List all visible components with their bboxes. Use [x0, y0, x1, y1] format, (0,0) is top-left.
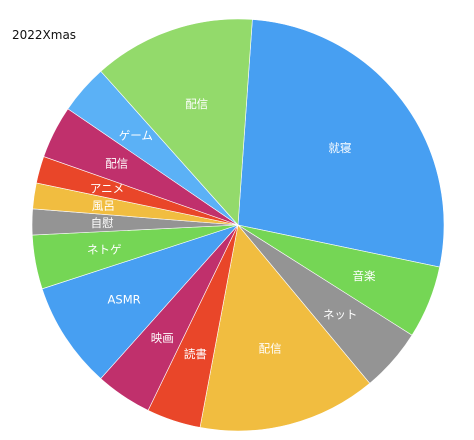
pie-slice: [100, 18, 253, 226]
pie-slice: [199, 224, 371, 432]
slice-label: 就寝: [328, 141, 351, 155]
slice-label: ゲーム: [119, 128, 153, 142]
slice-label: 配信: [185, 97, 208, 111]
slice-label: ネット: [323, 308, 358, 322]
slice-label: ネトゲ: [87, 243, 122, 257]
pie-slice: [41, 224, 239, 380]
chart-title: 2022Xmas: [12, 28, 77, 42]
slice-label: アニメ: [90, 181, 124, 195]
slice-label: 風呂: [92, 199, 115, 213]
slice-label: 音楽: [353, 269, 376, 283]
slice-label: 映画: [151, 331, 174, 345]
slice-label: ASMR: [108, 292, 141, 306]
slice-label: 配信: [105, 157, 128, 171]
slice-label: 自慰: [91, 216, 114, 230]
slice-label: 読書: [184, 347, 207, 361]
slice-label: 配信: [259, 342, 282, 356]
pie-slice: [237, 19, 445, 268]
